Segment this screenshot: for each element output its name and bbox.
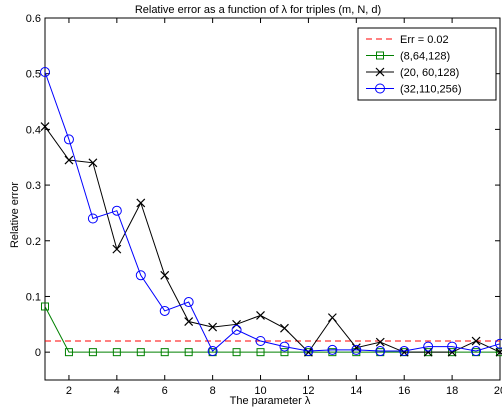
data-point-x [208, 322, 218, 332]
data-point-circle [231, 324, 242, 335]
y-tick-label: 0.2 [26, 236, 41, 248]
legend-item: (20, 60,128) [366, 67, 459, 79]
data-point-circle [87, 213, 98, 224]
y-axis-label: Relative error [9, 182, 21, 248]
y-tick-label: 0.1 [26, 291, 41, 303]
data-point-circle [375, 83, 385, 94]
data-point-circle [423, 341, 434, 352]
data-point-x [136, 198, 146, 208]
data-point-x [280, 323, 289, 333]
data-point-square [328, 348, 337, 357]
data-point-circle [327, 344, 338, 355]
data-point-circle [447, 341, 458, 352]
data-point-square [184, 348, 193, 357]
y-tick-label: 0.3 [26, 180, 41, 192]
data-point-x [160, 270, 170, 280]
data-point-x [375, 67, 385, 77]
legend-label: (8,64,128) [400, 51, 450, 63]
data-point-square [136, 348, 145, 357]
data-point-x [64, 155, 74, 165]
data-point-square [88, 348, 97, 357]
x-tick-label: 10 [254, 385, 266, 397]
x-tick-label: 14 [350, 385, 362, 397]
data-point-x [327, 313, 337, 323]
x-tick-label: 6 [162, 385, 168, 397]
series-layer [40, 67, 502, 357]
legend: Err = 0.02 (8,64,128) (20, 60,128) (32,110,… [357, 27, 497, 101]
data-point-circle [495, 338, 502, 349]
data-point-x [232, 319, 242, 329]
data-point-square [376, 51, 384, 60]
x-tick-label: 12 [302, 385, 314, 397]
data-point-circle [63, 134, 74, 145]
data-point-square [64, 348, 73, 357]
x-tick-label: 20 [494, 385, 502, 397]
legend-item: Err = 0.02 [366, 34, 449, 46]
data-point-square [280, 348, 289, 357]
data-point-square [352, 348, 361, 357]
data-point-circle [40, 67, 50, 78]
data-point-circle [303, 346, 314, 357]
data-point-circle [183, 297, 194, 308]
y-axis: 0 0.1 0.2 0.3 0.4 0.5 0.6 [26, 13, 500, 359]
data-point-x [40, 122, 50, 132]
data-point-circle [471, 346, 482, 357]
data-point-x [375, 337, 385, 347]
x-axis: 2 4 6 8 10 12 14 16 18 20 [66, 18, 502, 397]
data-point-circle [279, 341, 290, 352]
x-tick-label: 8 [210, 385, 216, 397]
data-point-circle [351, 344, 362, 355]
data-point-square [232, 348, 241, 357]
data-point-x [88, 158, 98, 168]
x-axis-label: The parameter λ [230, 395, 311, 407]
data-point-x [423, 347, 433, 357]
data-point-x [112, 244, 122, 254]
x-tick-label: 4 [114, 385, 120, 397]
data-point-x [495, 347, 502, 357]
y-tick-label: 0.6 [26, 13, 41, 25]
data-point-x [447, 347, 457, 357]
x-tick-label: 18 [446, 385, 458, 397]
data-point-square [112, 348, 121, 357]
legend-item: (32,110,256) [366, 83, 462, 96]
series-2 [40, 122, 502, 357]
series-3 [40, 67, 502, 357]
legend-label: (20, 60,128) [400, 67, 459, 79]
data-point-circle [399, 346, 410, 357]
y-tick-label: 0 [35, 347, 41, 359]
data-point-x [184, 317, 194, 326]
legend-label: (32,110,256) [400, 84, 462, 96]
chart-title: Relative error as a function of λ for tr… [135, 4, 381, 16]
x-tick-label: 2 [66, 385, 72, 397]
legend-item: (8,64,128) [366, 51, 450, 63]
series-line [44, 126, 501, 353]
data-point-x [256, 310, 265, 320]
data-point-circle [255, 336, 266, 347]
data-point-square [160, 348, 169, 357]
data-point-square [256, 348, 265, 357]
legend-label: Err = 0.02 [400, 34, 449, 46]
data-point-circle [159, 305, 170, 316]
data-point-circle [111, 205, 122, 216]
data-point-x [471, 336, 481, 346]
x-tick-label: 16 [398, 385, 410, 397]
data-point-circle [207, 346, 218, 357]
data-point-circle [375, 346, 386, 357]
data-point-square [41, 302, 49, 311]
y-tick-label: 0.5 [26, 69, 41, 81]
y-tick-label: 0.4 [26, 124, 41, 136]
data-point-circle [135, 270, 146, 281]
